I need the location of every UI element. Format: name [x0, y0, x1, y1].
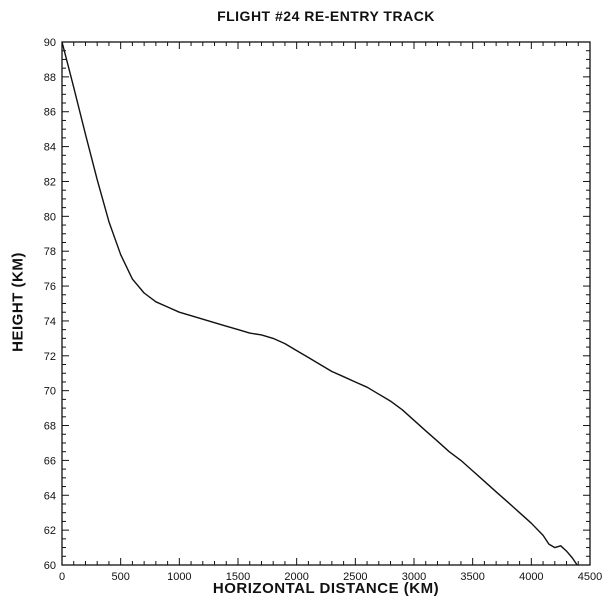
y-tick-label: 74: [44, 316, 56, 328]
x-tick-label: 1000: [167, 571, 191, 583]
y-tick-label: 88: [44, 72, 56, 84]
x-tick-label: 3000: [402, 571, 426, 583]
y-tick-label: 84: [44, 142, 56, 154]
y-tick-label: 72: [44, 351, 56, 363]
y-tick-label: 80: [44, 211, 56, 223]
y-tick-label: 70: [44, 386, 56, 398]
x-tick-label: 3500: [460, 571, 484, 583]
x-axis-label: HORIZONTAL DISTANCE (KM): [212, 580, 440, 597]
y-tick-label: 62: [44, 525, 56, 537]
x-tick-label: 0: [59, 571, 65, 583]
x-tick-label: 500: [111, 571, 129, 583]
x-tick-label: 4000: [519, 571, 543, 583]
y-tick-label: 66: [44, 455, 56, 467]
y-tick-label: 90: [44, 37, 56, 49]
x-tick-label: 2500: [343, 571, 367, 583]
y-tick-label: 78: [44, 246, 56, 258]
x-tick-label: 2000: [284, 571, 308, 583]
chart-title: FLIGHT #24 RE-ENTRY TRACK: [217, 8, 435, 24]
y-tick-label: 64: [44, 490, 56, 502]
y-tick-label: 60: [44, 560, 56, 572]
y-tick-label: 76: [44, 281, 56, 293]
series-line: [62, 42, 578, 565]
y-tick-label: 86: [44, 107, 56, 119]
x-tick-label: 4500: [578, 571, 602, 583]
y-tick-label: 68: [44, 421, 56, 433]
y-tick-label: 82: [44, 176, 56, 188]
x-tick-label: 1500: [226, 571, 250, 583]
plot-frame: [61, 41, 591, 566]
